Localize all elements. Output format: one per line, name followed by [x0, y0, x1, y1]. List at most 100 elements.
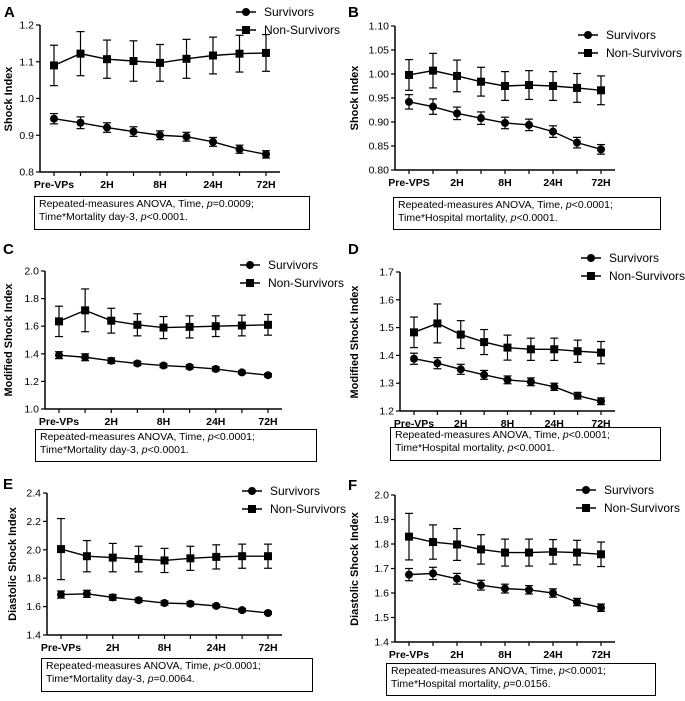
data-point	[549, 127, 557, 136]
data-point	[235, 49, 244, 58]
y-tick-label: 1.8	[374, 539, 389, 551]
chart-svg: E Diastolic Shock Index 1.4 1.6 1.8 2.0 2.2 2.4…	[3, 476, 346, 654]
panel-e: E Diastolic Shock Index 1.4 1.6 1.8 2.0 2.2 2.4…	[0, 466, 346, 701]
y-tick-label: 0.85	[369, 141, 390, 153]
stats-line-1: Repeated-measures ANOVA, Time, p<0.0001;	[395, 429, 610, 441]
x-tick-label: 72H	[591, 177, 610, 189]
x-tick-label: Pre-VPs	[34, 179, 74, 191]
data-point	[597, 86, 605, 95]
panel-f: F Diastolic Shock Index 1.4 1.5 1.6 1.7 1.8 1.9…	[345, 466, 685, 701]
data-point	[597, 550, 605, 559]
legend-label: Non-Survivors	[606, 46, 682, 60]
legend-square-marker	[587, 272, 595, 280]
chart-svg: C Modified Shock Index 1.0 1.2 1.4 1.6 1.8 2.0 P…	[3, 241, 344, 428]
legend: Survivors Non-Survivors	[576, 483, 680, 515]
y-tick-label: 0.9	[19, 130, 34, 142]
data-point	[549, 82, 557, 90]
panel-a: A Shock Index 0.8 0.9 1.0 1.1 1.2 Pre-VPs 2H 8H 24…	[0, 0, 345, 236]
stats-box: Repeated-measures ANOVA, Time, p<0.0001;…	[41, 658, 313, 692]
y-tick-label: 1.7	[374, 563, 389, 575]
y-tick-label: 1.6	[374, 588, 389, 600]
data-point	[503, 375, 512, 384]
data-point	[237, 368, 246, 377]
data-point	[185, 322, 194, 331]
data-point	[410, 354, 418, 363]
legend-label: Non-Survivors	[268, 276, 344, 290]
data-point	[82, 552, 91, 561]
x-tick-label: 8H	[498, 177, 511, 189]
x-tick-label: 72H	[256, 179, 275, 191]
y-tick-label: 1.8	[26, 573, 41, 585]
data-point	[129, 127, 138, 136]
chart-svg: B Shock Index 0.80 0.85 0.90 0.95 1.00 1.05 1.10…	[348, 4, 682, 189]
series-survivors	[57, 589, 272, 617]
data-point	[573, 391, 582, 400]
data-point	[76, 118, 85, 127]
y-tick-label: 0.95	[369, 93, 390, 105]
data-point	[159, 323, 168, 332]
series-survivors	[50, 112, 270, 159]
y-tick-label: 1.4	[374, 637, 389, 649]
data-point	[550, 345, 559, 354]
data-point	[503, 343, 512, 352]
y-tick-label: 1.6	[26, 601, 41, 613]
data-point	[81, 353, 90, 362]
y-tick-label: 1.0	[24, 404, 39, 416]
panel-c: C Modified Shock Index 1.0 1.2 1.4 1.6 1.8 2.0 P…	[0, 236, 345, 466]
data-point	[429, 66, 437, 75]
legend-square-marker	[584, 49, 592, 57]
panel-letter: C	[3, 241, 14, 258]
y-tick-label: 0.80	[369, 165, 390, 177]
x-tick-label: 8H	[157, 416, 170, 428]
data-point	[597, 145, 605, 154]
data-point	[156, 58, 164, 67]
x-tick-label: 72H	[258, 416, 277, 428]
data-point	[235, 145, 244, 154]
x-tick-label: 24H	[203, 179, 222, 191]
data-point	[433, 319, 442, 328]
y-tick-label: 1.1	[19, 56, 34, 68]
series-survivors	[405, 94, 605, 155]
legend-label: Survivors	[268, 258, 318, 272]
data-point	[134, 555, 143, 564]
y-axis-label: Modified Shock Index	[3, 283, 15, 397]
legend-label: Survivors	[264, 5, 314, 19]
data-point	[573, 598, 581, 607]
y-tick-label: 1.4	[24, 348, 39, 360]
y-tick-label: 1.5	[374, 612, 389, 624]
data-point	[549, 547, 557, 556]
legend: Survivors Non-Survivors	[581, 251, 685, 283]
legend-label: Non-Survivors	[270, 502, 346, 516]
x-tick-label: 8H	[153, 179, 166, 191]
legend-label: Survivors	[604, 483, 654, 497]
data-point	[82, 589, 91, 598]
legend-label: Non-Survivors	[604, 501, 680, 515]
y-tick-label: 2.4	[26, 488, 41, 500]
legend-square-marker	[582, 504, 590, 512]
legend-label: Survivors	[270, 484, 320, 498]
data-point	[264, 371, 272, 380]
x-tick-label: 2H	[450, 177, 463, 189]
panel-b: B Shock Index 0.80 0.85 0.90 0.95 1.00 1.05 1.10…	[345, 0, 685, 236]
data-point	[182, 54, 191, 63]
y-tick-label: 2.2	[26, 516, 41, 528]
data-point	[453, 109, 461, 118]
data-point	[456, 330, 465, 339]
data-point	[160, 556, 169, 565]
y-tick-label: 2.0	[24, 266, 39, 278]
legend-circle-marker	[582, 486, 590, 494]
legend-square-marker	[246, 279, 254, 287]
y-tick-label: 1.2	[24, 376, 39, 388]
data-point	[160, 599, 169, 608]
data-point	[211, 364, 220, 373]
data-point	[264, 320, 272, 329]
data-point	[57, 545, 65, 554]
stats-line-1: Repeated-measures ANOVA, Time, p<0.0001;	[46, 660, 261, 672]
data-point	[429, 102, 437, 111]
data-point	[525, 548, 533, 557]
data-point	[573, 83, 581, 92]
x-tick-label: Pre-VPS	[388, 177, 429, 189]
data-point	[107, 356, 116, 365]
data-point	[108, 553, 117, 562]
data-point	[186, 599, 195, 608]
